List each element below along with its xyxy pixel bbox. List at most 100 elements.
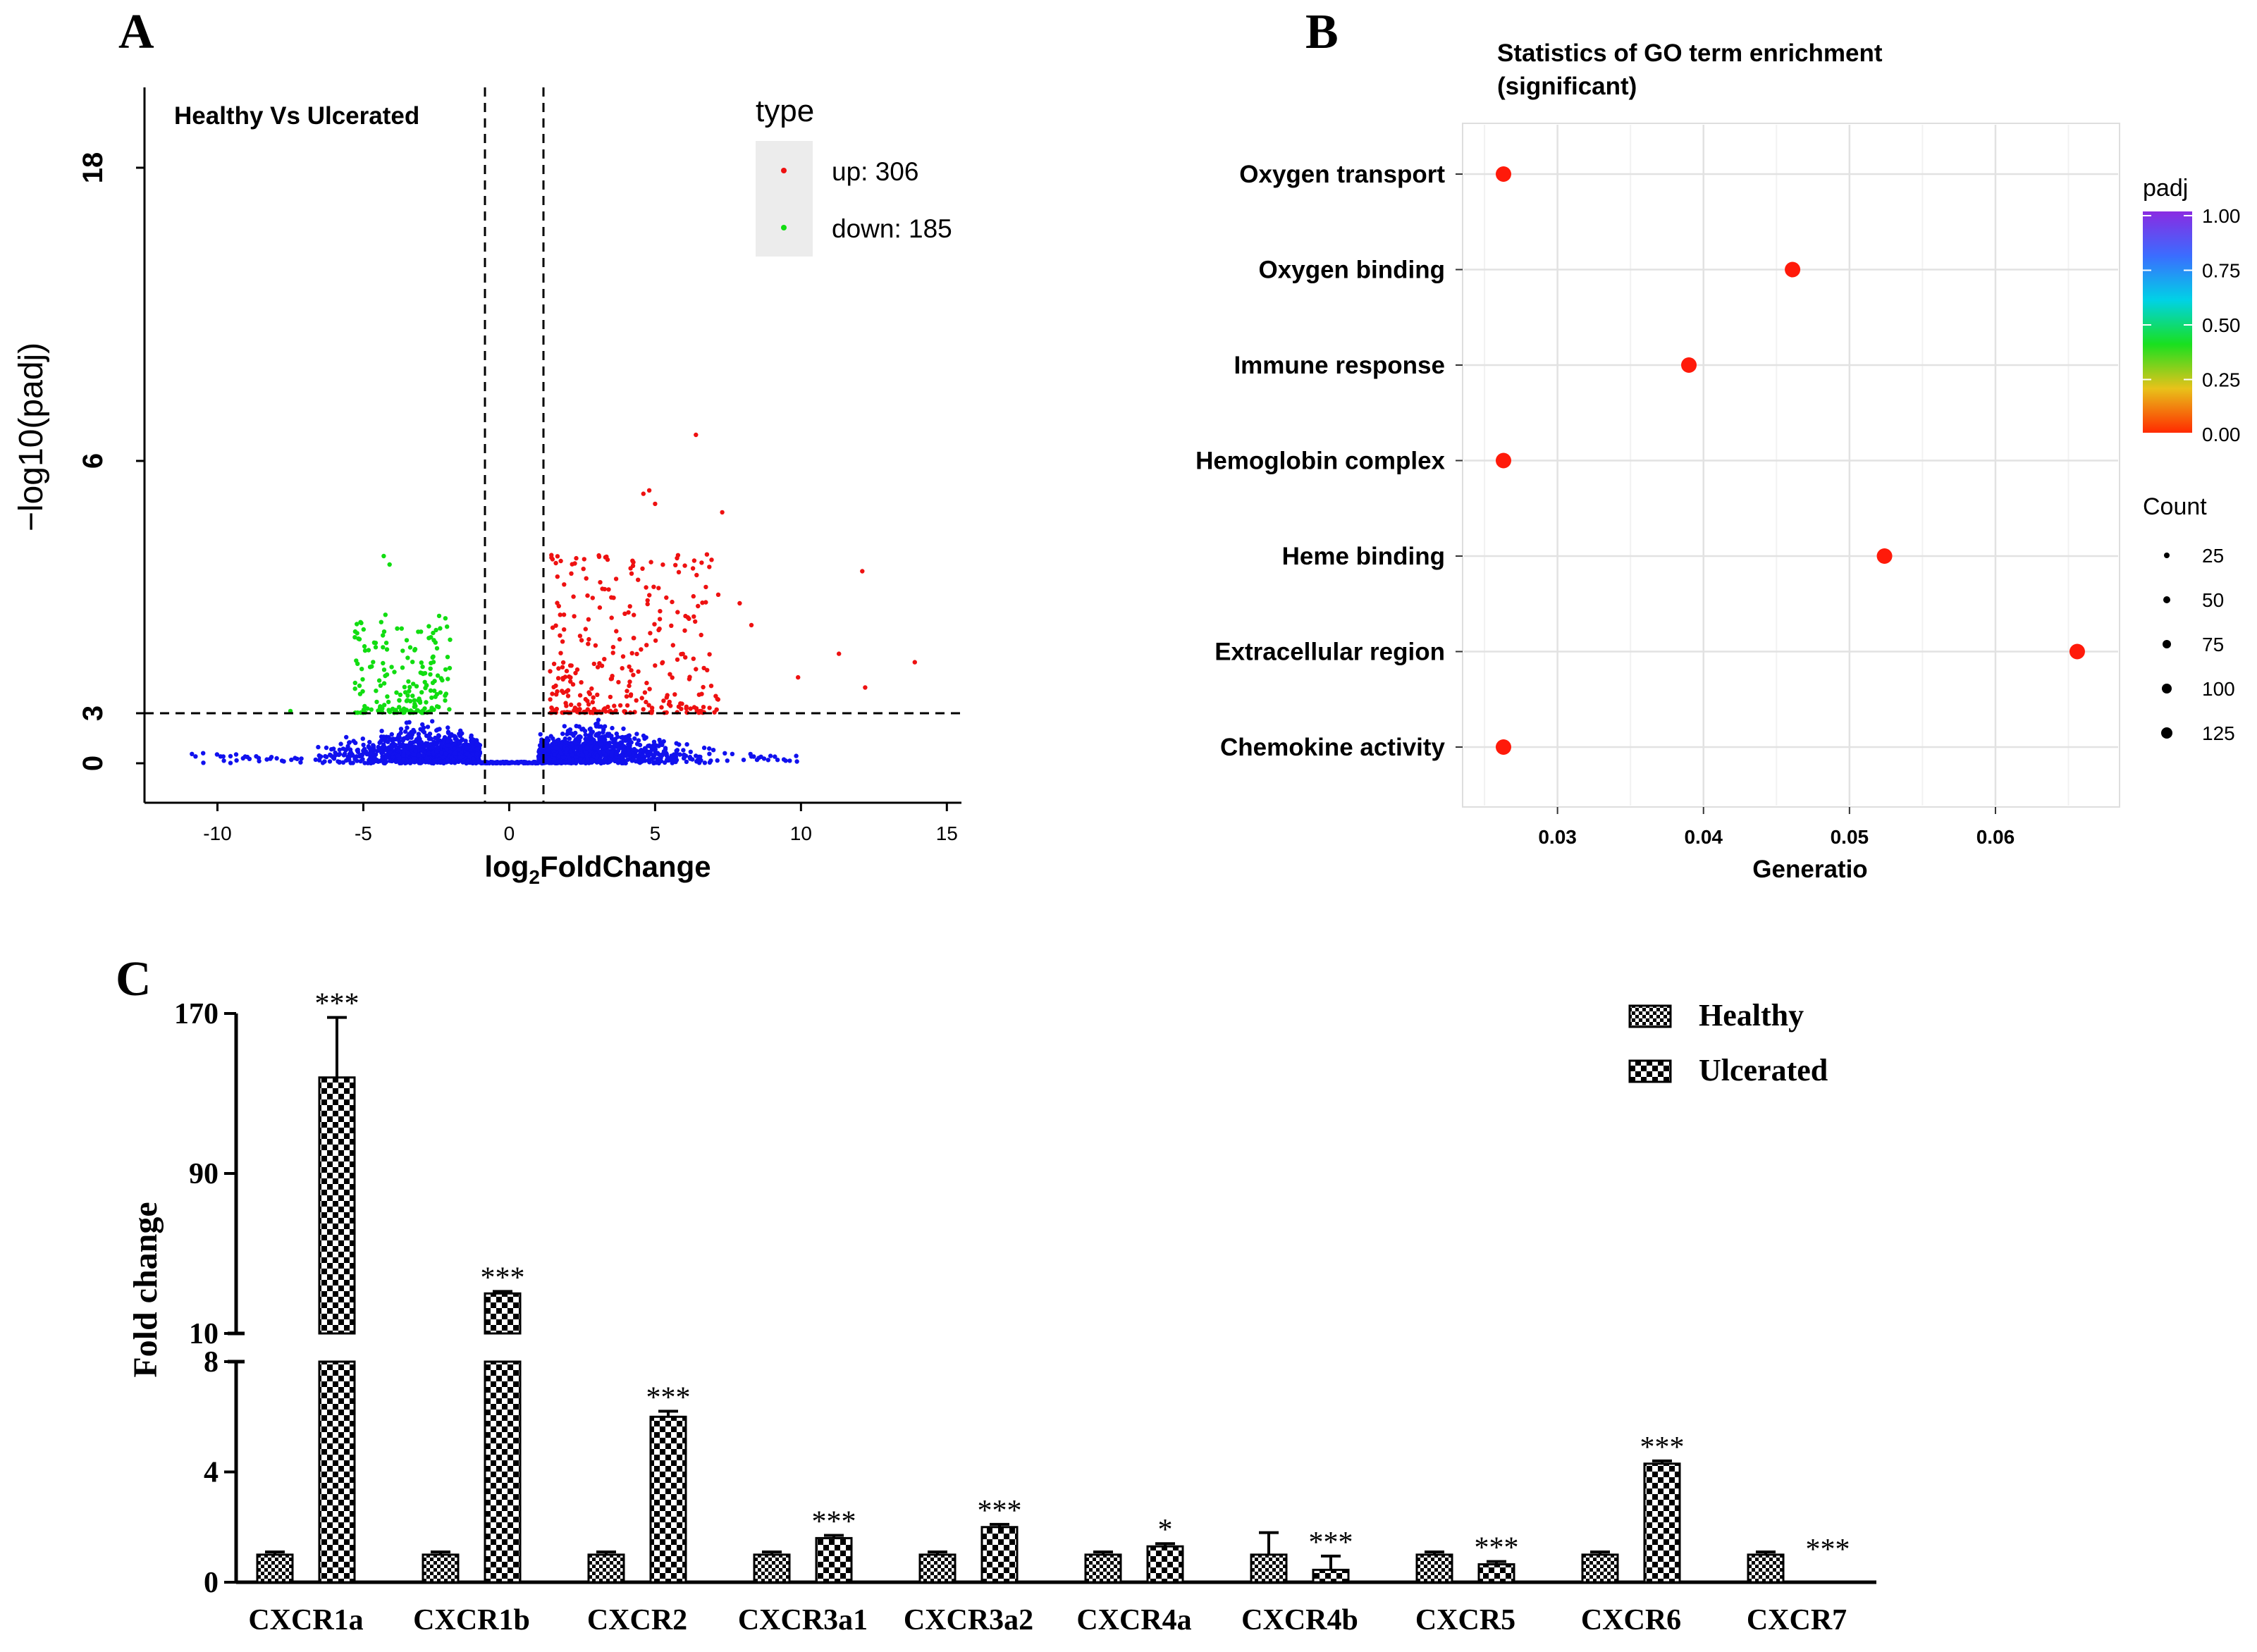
volcano-point (324, 754, 329, 760)
volcano-point (552, 756, 557, 762)
volcano-point (365, 706, 370, 711)
volcano-point (586, 702, 591, 707)
volcano-point (397, 705, 402, 710)
volcano-point (737, 600, 742, 606)
volcano-point (595, 692, 600, 697)
volcano-point (549, 705, 554, 710)
volcano-point (408, 740, 413, 745)
volcano-point (221, 758, 226, 763)
volcano-point (649, 705, 655, 710)
volcano-point (539, 747, 544, 753)
volcano-point (585, 593, 590, 598)
volcano-point (675, 657, 680, 662)
volcano-point (664, 695, 669, 700)
volcano-point (380, 755, 385, 760)
volcano-point (636, 669, 641, 674)
volcano-point (640, 753, 646, 758)
volcano-point (560, 755, 565, 760)
volcano-point (322, 759, 327, 764)
volcano-point (617, 745, 622, 751)
volcano-point (412, 698, 417, 703)
volcano-point (443, 667, 448, 672)
volcano-point (268, 756, 273, 761)
volcano-point (407, 758, 413, 763)
bar-ulcerated (1477, 1563, 1515, 1584)
volcano-point (591, 695, 596, 700)
volcano-point (644, 735, 648, 740)
volcano-point (611, 758, 617, 763)
volcano-point (756, 756, 761, 760)
volcano-point (589, 760, 594, 765)
volcano-point (748, 751, 753, 757)
volcano-point (568, 679, 573, 684)
volcano-point (628, 692, 634, 697)
bar-legend: Healthy Ulcerated (1628, 998, 1828, 1087)
volcano-point (382, 760, 388, 766)
panel-b-letter: B (1305, 5, 1339, 59)
count-key-dot (2161, 727, 2172, 739)
volcano-point (381, 667, 387, 672)
volcano-point (471, 756, 476, 761)
volcano-point (636, 738, 641, 743)
volcano-point (344, 734, 349, 740)
volcano-point (570, 752, 575, 758)
volcano-point (558, 558, 563, 564)
volcano-point (682, 563, 687, 568)
volcano-point (794, 753, 799, 758)
volcano-point (257, 758, 262, 764)
volcano-point (474, 746, 479, 751)
volcano-point (503, 759, 508, 765)
volcano-point (572, 614, 577, 619)
volcano-point (371, 660, 376, 665)
volcano-point (700, 600, 705, 605)
volcano-point (385, 694, 390, 699)
volcano-point (661, 739, 666, 744)
go-x-tick-label: 0.03 (1538, 826, 1577, 848)
volcano-point (445, 725, 450, 730)
volcano-point (701, 665, 706, 671)
volcano-point (424, 733, 429, 739)
volcano-point (634, 651, 639, 657)
volcano-point (412, 701, 417, 707)
volcano-legend-key-bg (756, 141, 813, 257)
volcano-point (445, 739, 450, 744)
volcano-point (377, 740, 382, 746)
volcano-point (720, 510, 725, 515)
volcano-point (584, 745, 589, 751)
volcano-point (627, 664, 632, 670)
bar-healthy (753, 1553, 791, 1584)
volcano-point (412, 752, 417, 757)
volcano-point (628, 566, 633, 571)
panel-a-letter: A (118, 5, 154, 59)
volcano-point (443, 751, 448, 756)
volcano-point (701, 684, 706, 690)
volcano-point (201, 751, 206, 756)
volcano-point (656, 627, 661, 633)
volcano-point (553, 560, 558, 566)
volcano-point (419, 748, 424, 753)
volcano-point (594, 732, 599, 738)
volcano-point (412, 760, 417, 765)
volcano-point (438, 690, 443, 695)
count-key-dot (2162, 684, 2172, 694)
volcano-point (389, 665, 394, 670)
volcano-point (610, 651, 615, 655)
volcano-point (741, 758, 746, 763)
go-term-label: Chemokine activity (1220, 734, 1446, 761)
go-term-label: Heme binding (1282, 543, 1445, 570)
volcano-point (565, 694, 571, 698)
volcano-point (637, 748, 643, 753)
volcano-point (641, 707, 646, 712)
volcano-point (570, 682, 576, 687)
volcano-legend-up-label: up: 306 (832, 157, 918, 186)
volcano-point (589, 686, 594, 691)
volcano-point (574, 555, 579, 561)
volcano-point (337, 751, 343, 757)
significance-marker: *** (481, 1262, 525, 1294)
volcano-point (376, 744, 381, 750)
volcano-point (362, 643, 367, 649)
volcano-point (773, 754, 777, 759)
padj-colorbar (2143, 211, 2192, 433)
volcano-point (629, 740, 634, 745)
volcano-point (610, 746, 616, 751)
